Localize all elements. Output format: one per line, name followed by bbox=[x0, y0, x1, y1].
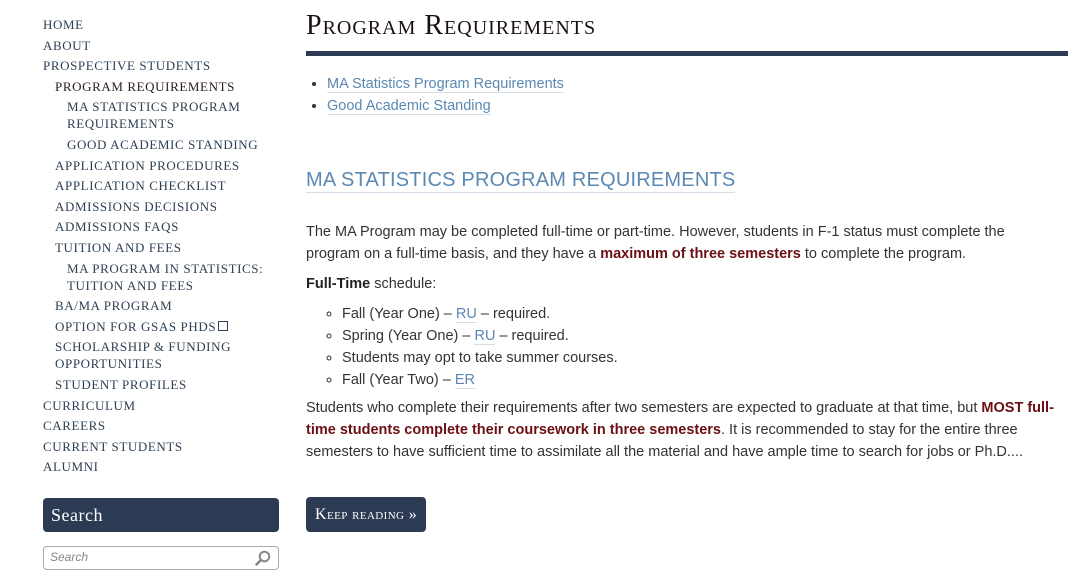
text: Spring (Year One) – bbox=[342, 328, 475, 344]
sidebar-item-label: Admissions Decisions bbox=[55, 198, 218, 214]
search-field[interactable] bbox=[43, 546, 279, 570]
sidebar-item-about[interactable]: About bbox=[43, 37, 283, 54]
text: The MA Program may be completed full-tim… bbox=[306, 224, 1005, 262]
sidebar-item-label: Home bbox=[43, 17, 84, 32]
course-link[interactable]: RU bbox=[474, 328, 496, 345]
table-of-contents: MA Statistics Program Requirements Good … bbox=[306, 73, 564, 117]
page-title: Program Requirements bbox=[306, 10, 597, 41]
graduation-paragraph: Students who complete their requirements… bbox=[306, 397, 1058, 463]
sidebar-item-admissions-faqs[interactable]: Admissions FAQs bbox=[43, 218, 283, 235]
sidebar-item-label: MA Program in Statistics: Tuition and Fe… bbox=[67, 260, 264, 293]
schedule-item: Fall (Year One) – RU – required. bbox=[342, 303, 1058, 325]
sidebar-item-application-procedures[interactable]: Application Procedures bbox=[43, 157, 283, 174]
sidebar-item-label: Current Students bbox=[43, 438, 183, 454]
sidebar-item-label: Good Academic Standing bbox=[67, 136, 259, 152]
external-link-icon bbox=[218, 320, 229, 331]
search-heading: Search bbox=[43, 498, 279, 532]
sidebar-item-prospective-students[interactable]: Prospective Students bbox=[43, 57, 283, 74]
emphasis-text: MOST full-time students complete their c… bbox=[306, 400, 1054, 438]
course-link[interactable]: RU bbox=[455, 306, 477, 323]
sidebar-item-label: Student Profiles bbox=[55, 376, 187, 392]
sidebar-item-ma-program-in-statistics-tuition-and-fees[interactable]: MA Program in Statistics: Tuition and Fe… bbox=[43, 260, 283, 294]
sidebar-item-label: About bbox=[43, 37, 91, 53]
keep-reading-button[interactable]: Keep reading » bbox=[306, 497, 427, 532]
sidebar-item-application-checklist[interactable]: Application Checklist bbox=[43, 177, 283, 194]
sidebar-item-label: BA/MA Program bbox=[55, 298, 173, 314]
sidebar-item-label: Tuition and Fees bbox=[55, 239, 182, 255]
sidebar-item-option-for-gsas-phds[interactable]: Option for GSAS PhDs bbox=[43, 318, 283, 335]
sidebar-item-ba-ma-program[interactable]: BA/MA Program bbox=[43, 297, 283, 314]
sidebar-item-program-requirements[interactable]: Program Requirements bbox=[43, 78, 283, 95]
sidebar-item-current-students[interactable]: Current Students bbox=[43, 438, 283, 455]
sidebar-item-careers[interactable]: Careers bbox=[43, 417, 283, 434]
text: to complete the program. bbox=[800, 246, 967, 262]
sidebar-item-student-profiles[interactable]: Student Profiles bbox=[43, 376, 283, 393]
text: – required. bbox=[476, 306, 551, 322]
text: Students may opt to take summer courses. bbox=[342, 350, 618, 366]
sidebar-item-admissions-decisions[interactable]: Admissions Decisions bbox=[43, 198, 283, 215]
sidebar-item-curriculum[interactable]: Curriculum bbox=[43, 397, 283, 414]
emphasis-text: maximum of three semesters bbox=[600, 246, 801, 262]
schedule-label: Full-Time schedule: bbox=[306, 273, 1058, 295]
sidebar-nav: Home About Prospective Students Program Req… bbox=[43, 16, 283, 479]
text: schedule: bbox=[370, 276, 437, 292]
sidebar-item-label: Application Procedures bbox=[55, 157, 240, 173]
sidebar-item-label: Program Requirements bbox=[55, 78, 235, 94]
section-title: MA STATISTICS PROGRAM REQUIREMENTS bbox=[306, 169, 736, 193]
sidebar-item-label: Application Checklist bbox=[55, 178, 227, 194]
sidebar-item-ma-statistics-program-requirements[interactable]: MA Statistics Program Requirements bbox=[43, 98, 283, 132]
schedule-item: Students may opt to take summer courses. bbox=[342, 347, 1058, 369]
sidebar-item-label: Admissions FAQs bbox=[55, 219, 179, 235]
schedule-item: Fall (Year Two) – ER bbox=[342, 369, 1058, 391]
sidebar-item-scholarship-funding-opportunities[interactable]: Scholarship & Funding Opportunities bbox=[43, 338, 283, 372]
sidebar-item-label: Option for GSAS PhDs bbox=[55, 318, 217, 334]
text: . It is recommended to stay for the enti… bbox=[306, 422, 1023, 460]
title-divider bbox=[306, 51, 1068, 56]
sidebar-item-label: MA Statistics Program Requirements bbox=[67, 99, 241, 132]
sidebar-item-label: Prospective Students bbox=[43, 58, 211, 74]
article-body: The MA Program may be completed full-tim… bbox=[306, 221, 1058, 471]
toc-link-good-standing[interactable]: Good Academic Standing bbox=[327, 98, 491, 115]
text: Fall (Year One) – bbox=[342, 306, 456, 322]
intro-paragraph: The MA Program may be completed full-tim… bbox=[306, 221, 1058, 265]
toc-item: Good Academic Standing bbox=[327, 95, 564, 117]
sidebar-item-label: Careers bbox=[43, 418, 106, 434]
toc-item: MA Statistics Program Requirements bbox=[327, 73, 564, 95]
sidebar-item-tuition-and-fees[interactable]: Tuition and Fees bbox=[43, 239, 283, 256]
search-input[interactable] bbox=[50, 550, 250, 564]
bold-text: Full-Time bbox=[306, 276, 371, 292]
toc-link-ma-statistics[interactable]: MA Statistics Program Requirements bbox=[327, 76, 564, 93]
sidebar-item-label: Curriculum bbox=[43, 397, 136, 413]
sidebar-item-good-academic-standing[interactable]: Good Academic Standing bbox=[43, 136, 283, 153]
search-icon[interactable] bbox=[255, 550, 271, 566]
schedule-item: Spring (Year One) – RU – required. bbox=[342, 325, 1058, 347]
text: Fall (Year Two) – bbox=[342, 372, 455, 388]
sidebar-item-alumni[interactable]: Alumni bbox=[43, 458, 283, 475]
sidebar-item-label: Scholarship & Funding Opportunities bbox=[55, 339, 232, 372]
text: Students who complete their requirements… bbox=[306, 400, 982, 416]
schedule-list: Fall (Year One) – RU – required.Spring (… bbox=[306, 303, 1058, 391]
text: – required. bbox=[495, 328, 569, 344]
sidebar-item-home[interactable]: Home bbox=[43, 16, 283, 33]
course-link[interactable]: ER bbox=[454, 372, 475, 389]
sidebar-item-label: Alumni bbox=[43, 459, 99, 475]
